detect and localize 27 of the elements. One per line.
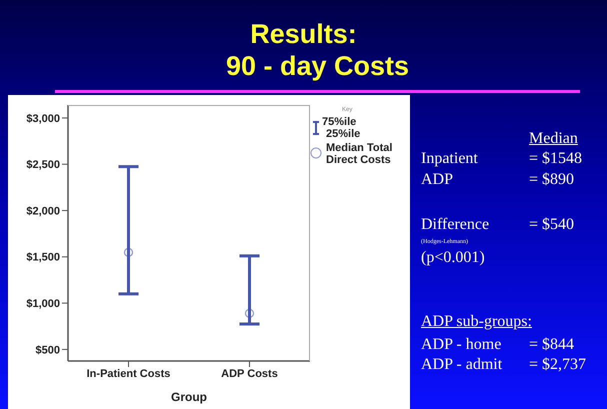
x-tick-label: ADP Costs [221, 368, 278, 380]
text: (p<0.001) [421, 249, 485, 267]
x-tick-label: In-Patient Costs [86, 368, 170, 380]
text: Median [529, 130, 578, 148]
y-tick-label: $1,000 [26, 298, 60, 310]
text: = $540 [529, 216, 574, 234]
text: = $1548 [529, 150, 582, 168]
text: = $844 [529, 336, 574, 354]
y-tick-label: $2,500 [26, 159, 60, 172]
text: ADP [421, 171, 454, 189]
y-tick-label: $500 [36, 344, 60, 356]
text: ADP - admit [421, 356, 502, 374]
text: = $890 [529, 171, 574, 189]
text: Inpatient [421, 150, 478, 168]
text: = $2,737 [529, 356, 586, 374]
y-tick-label: $1,500 [26, 252, 60, 264]
x-axis-title: Group [171, 390, 207, 404]
y-tick-label: $3,000 [26, 112, 60, 125]
text: ADP - home [421, 336, 502, 354]
text: ADP sub-groups: [421, 313, 532, 331]
y-tick-label: $2,000 [26, 205, 60, 218]
text: 25%ile [326, 128, 360, 140]
chart-title: Results: [249, 18, 358, 50]
text: Difference [421, 216, 490, 234]
chart-subtitle: 90 - day Costs [224, 50, 410, 82]
text: 75%ile [322, 116, 356, 128]
legend-label: Median Total Direct Costs [326, 142, 392, 166]
